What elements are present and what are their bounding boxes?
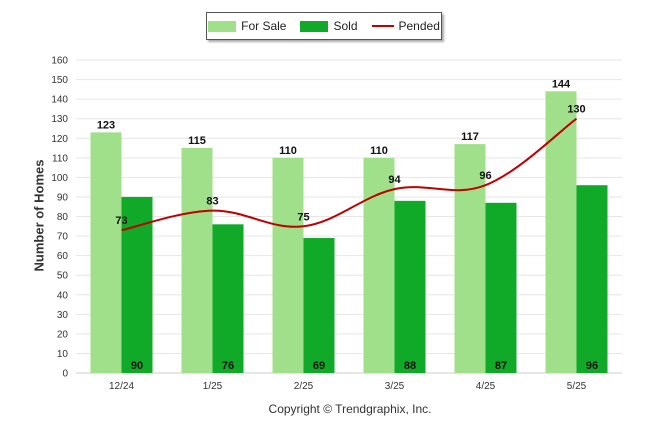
y-tick-label: 130 xyxy=(51,114,68,125)
data-label-pended: 75 xyxy=(297,211,309,223)
x-tick-label: 4/25 xyxy=(476,381,496,392)
y-tick-label: 90 xyxy=(57,192,69,203)
data-label-pended: 94 xyxy=(388,174,401,186)
data-label-for-sale: 123 xyxy=(97,119,115,131)
y-tick-label: 50 xyxy=(57,271,69,282)
legend-item-for-sale[interactable]: For Sale xyxy=(208,19,286,33)
y-tick-label: 140 xyxy=(51,95,68,106)
bar-for-sale xyxy=(181,148,213,373)
data-label-sold: 69 xyxy=(313,360,325,372)
data-label-for-sale: 115 xyxy=(188,135,206,147)
data-label-for-sale: 110 xyxy=(279,145,297,157)
legend-item-sold[interactable]: Sold xyxy=(300,19,358,33)
legend-label-for-sale: For Sale xyxy=(241,19,287,33)
x-tick-label: 3/25 xyxy=(385,381,405,392)
y-tick-label: 160 xyxy=(51,56,68,67)
pended-line-icon xyxy=(371,25,394,27)
data-label-sold: 90 xyxy=(131,360,143,372)
legend-label-pended: Pended xyxy=(398,19,440,33)
copyright-text: Copyright © Trendgraphix, Inc. xyxy=(268,402,432,416)
data-label-for-sale: 117 xyxy=(461,131,479,143)
y-tick-label: 0 xyxy=(62,369,68,380)
bar-sold xyxy=(576,185,608,373)
data-label-pended: 96 xyxy=(479,170,491,182)
bar-for-sale xyxy=(272,157,304,373)
legend-item-pended[interactable]: Pended xyxy=(371,19,440,33)
data-label-for-sale: 144 xyxy=(552,78,571,90)
y-tick-label: 10 xyxy=(57,349,69,360)
sold-swatch-icon xyxy=(300,20,329,32)
y-tick-label: 150 xyxy=(51,75,68,86)
y-tick-label: 70 xyxy=(57,232,69,243)
y-tick-label: 80 xyxy=(57,212,69,223)
x-tick-label: 1/25 xyxy=(203,381,223,392)
y-tick-label: 110 xyxy=(52,153,68,164)
bar-sold xyxy=(394,200,426,373)
bar-for-sale xyxy=(90,132,122,373)
bar-for-sale xyxy=(454,144,486,373)
for-sale-swatch-icon xyxy=(208,20,237,32)
data-label-sold: 88 xyxy=(404,360,416,372)
y-tick-label: 30 xyxy=(57,310,69,321)
data-label-sold: 76 xyxy=(222,360,234,372)
y-tick-label: 20 xyxy=(57,329,69,340)
data-label-pended: 83 xyxy=(206,196,218,208)
x-tick-label: 12/24 xyxy=(109,381,134,392)
x-tick-label: 5/25 xyxy=(567,381,587,392)
series-line-pended xyxy=(121,117,578,232)
bar-sold xyxy=(303,238,335,373)
x-tick-label: 2/25 xyxy=(294,381,314,392)
data-label-for-sale: 110 xyxy=(370,145,388,157)
legend: For Sale Sold Pended xyxy=(206,12,442,40)
y-tick-label: 40 xyxy=(57,290,69,301)
legend-label-sold: Sold xyxy=(333,19,358,33)
y-tick-label: 120 xyxy=(51,134,68,145)
y-tick-label: 60 xyxy=(57,251,69,262)
bar-for-sale xyxy=(545,91,577,374)
bar-sold xyxy=(212,224,244,373)
data-label-pended: 130 xyxy=(567,104,585,116)
data-label-sold: 96 xyxy=(586,360,598,372)
data-label-pended: 73 xyxy=(115,215,127,227)
data-label-sold: 87 xyxy=(495,360,507,372)
bar-sold xyxy=(485,202,517,373)
y-tick-label: 100 xyxy=(51,173,68,184)
